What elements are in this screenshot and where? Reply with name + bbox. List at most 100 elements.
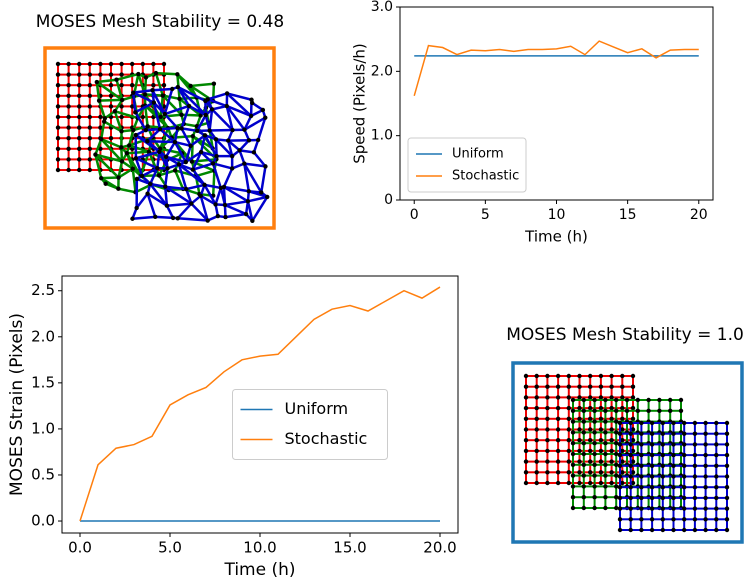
mesh-node bbox=[146, 149, 152, 154]
mesh-node bbox=[614, 408, 619, 413]
mesh-node bbox=[190, 167, 196, 172]
x-tick-label: 5 bbox=[481, 207, 490, 223]
mesh-node bbox=[163, 154, 169, 160]
mesh-edge bbox=[165, 205, 175, 219]
mesh-node bbox=[628, 506, 633, 511]
mesh-node bbox=[202, 182, 207, 188]
mesh-node bbox=[714, 474, 719, 479]
mesh-edge bbox=[214, 139, 218, 157]
mesh-node bbox=[581, 451, 586, 457]
mesh-node bbox=[603, 484, 608, 489]
plot-frame bbox=[399, 6, 714, 201]
y-tick-label: 2.0 bbox=[31, 327, 55, 345]
mesh-node bbox=[66, 83, 71, 88]
mesh-node bbox=[630, 438, 636, 443]
mesh-node bbox=[588, 427, 593, 432]
mesh-frame bbox=[511, 361, 744, 544]
mesh-node bbox=[682, 463, 687, 468]
mesh-node bbox=[87, 104, 93, 109]
mesh-node bbox=[119, 97, 125, 103]
mesh-node bbox=[130, 83, 135, 88]
mesh-node bbox=[545, 448, 550, 454]
mesh-node bbox=[153, 214, 158, 220]
mesh-node bbox=[170, 215, 176, 221]
mesh-node bbox=[649, 495, 655, 501]
mesh-node bbox=[620, 459, 625, 464]
mesh-node bbox=[657, 408, 662, 413]
mesh-edge bbox=[161, 94, 183, 116]
mesh-node bbox=[592, 430, 597, 435]
mesh-node bbox=[99, 136, 104, 142]
mesh-node bbox=[87, 136, 93, 141]
mesh-edge bbox=[211, 163, 223, 189]
mesh-node bbox=[588, 405, 593, 411]
mesh-node bbox=[545, 427, 550, 432]
mesh-node bbox=[617, 420, 623, 426]
x-tick-label: 10.0 bbox=[243, 539, 276, 557]
mesh-node bbox=[523, 416, 529, 421]
mesh-node bbox=[523, 427, 529, 432]
mesh-node bbox=[660, 452, 665, 458]
mesh-edge bbox=[226, 92, 252, 117]
mesh-node bbox=[77, 83, 82, 88]
mesh-node bbox=[671, 485, 676, 490]
mesh-node bbox=[660, 495, 665, 501]
mesh-edge bbox=[132, 91, 155, 104]
mesh-node bbox=[588, 438, 593, 443]
mesh-node bbox=[617, 485, 623, 490]
mesh-edge bbox=[149, 183, 168, 207]
mesh-node bbox=[682, 506, 687, 511]
mesh-node bbox=[555, 438, 561, 443]
mesh-node bbox=[609, 405, 614, 411]
mesh-node bbox=[172, 139, 178, 145]
mesh-node bbox=[692, 442, 698, 447]
mesh-node bbox=[628, 495, 633, 501]
mesh-node bbox=[639, 442, 644, 447]
mesh-node bbox=[588, 373, 593, 379]
mesh-node bbox=[523, 480, 529, 486]
mesh-edge bbox=[173, 152, 184, 171]
mesh-edge bbox=[134, 157, 144, 177]
mesh-node bbox=[145, 139, 150, 144]
mesh-node bbox=[164, 203, 170, 208]
mesh-node bbox=[714, 463, 719, 468]
mesh-edge bbox=[185, 183, 205, 191]
mesh-node bbox=[630, 470, 636, 475]
mesh-node bbox=[671, 517, 676, 522]
mesh-node bbox=[703, 495, 708, 501]
mesh-node bbox=[603, 505, 608, 511]
mesh-node bbox=[628, 474, 633, 479]
mesh-edge bbox=[211, 108, 234, 131]
mesh-node bbox=[242, 161, 247, 166]
mesh-edge bbox=[114, 110, 139, 120]
mesh-node bbox=[714, 452, 719, 458]
mesh-node bbox=[614, 419, 619, 424]
mesh-node bbox=[251, 150, 257, 155]
mesh-node bbox=[660, 442, 665, 447]
mesh-node bbox=[671, 527, 676, 533]
mesh-edge bbox=[200, 151, 214, 165]
mesh-node bbox=[649, 452, 655, 458]
mesh-node bbox=[617, 431, 623, 436]
mesh-node bbox=[98, 72, 103, 77]
mesh-node bbox=[243, 211, 249, 217]
mesh-edge bbox=[155, 215, 174, 220]
mesh-node bbox=[628, 463, 633, 468]
mesh-node bbox=[703, 452, 708, 458]
mesh-node bbox=[153, 70, 159, 76]
mesh-node bbox=[617, 463, 623, 468]
mesh-node bbox=[603, 397, 608, 403]
x-tick-label: 15 bbox=[619, 207, 637, 223]
mesh-node bbox=[692, 517, 698, 522]
mesh-node bbox=[523, 395, 529, 400]
mesh-node bbox=[570, 441, 576, 446]
mesh-edge bbox=[225, 105, 246, 131]
mesh-node bbox=[77, 146, 82, 151]
mesh-node bbox=[668, 408, 673, 413]
mesh-node bbox=[534, 373, 539, 379]
legend-label: Stochastic bbox=[452, 169, 519, 184]
mesh-node bbox=[714, 442, 719, 447]
mesh-node bbox=[158, 114, 163, 119]
mesh-edge bbox=[136, 177, 151, 186]
mesh-edge bbox=[164, 185, 193, 205]
